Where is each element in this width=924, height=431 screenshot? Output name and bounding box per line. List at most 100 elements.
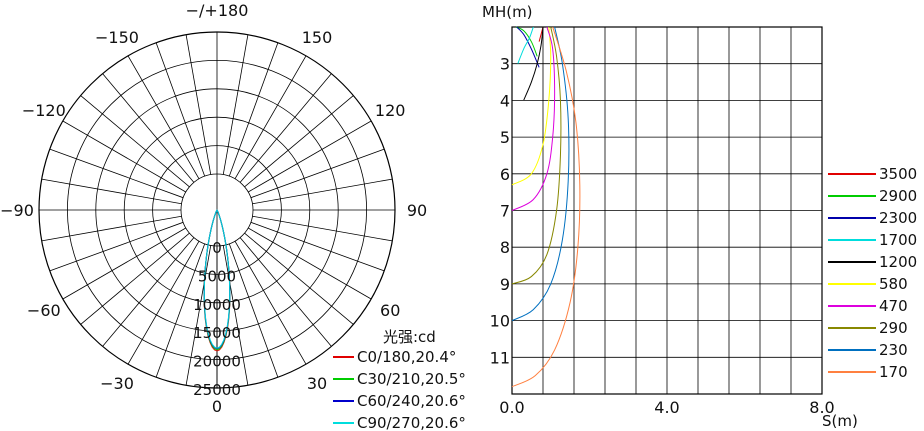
cone-curve-290 [511, 26, 562, 285]
polar-spoke [239, 73, 332, 183]
polar-curves [203, 209, 231, 352]
cone-y-tick-label: 10 [490, 312, 510, 331]
polar-spoke [102, 237, 195, 347]
polar-radial-tick-label: 25000 [193, 381, 241, 399]
cone-curves [511, 26, 581, 388]
cone-legend-label: 580 [879, 275, 908, 293]
polar-spoke [62, 227, 187, 300]
cone-y-tick-label: 3 [500, 55, 510, 74]
polar-legend-title: 光强:cd [383, 328, 436, 346]
polar-spoke [234, 240, 307, 365]
polar-spoke [247, 120, 372, 193]
polar-grid [38, 31, 396, 389]
polar-spoke [185, 245, 212, 386]
cone-grid [511, 26, 823, 395]
cone-plot-frame [511, 26, 823, 395]
cone-curve-580 [511, 26, 552, 186]
polar-radial-tick-label: 10000 [193, 296, 241, 314]
polar-spoke [49, 148, 184, 199]
polar-curve-3 [203, 209, 231, 349]
polar-spoke [234, 55, 307, 180]
cone-curve-1700 [517, 26, 534, 64]
polar-spoke [239, 237, 332, 347]
polar-spoke [250, 221, 385, 272]
cone-y-tick-label: 8 [500, 238, 510, 257]
polar-spoke [228, 243, 279, 378]
polar-spoke [127, 240, 200, 365]
cone-labels: MH(m) S(m) 3 4 5 6 7 8 9 10 11 0.0 4.0 8.0 [482, 3, 858, 430]
polar-angle-label: 90 [407, 201, 427, 220]
polar-legend-label: C30/210,20.5° [357, 370, 466, 388]
cone-curve-2300 [516, 26, 540, 68]
polar-spoke [244, 232, 354, 325]
cone-y-tick-label: 9 [500, 275, 510, 294]
polar-angle-label: 150 [302, 28, 333, 47]
polar-spoke [102, 73, 195, 183]
cone-legend-label: 2900 [879, 187, 917, 205]
polar-labels: −/+180 150 −150 120 −120 90 −90 60 −60 30 −30 0 0 500… [0, 1, 427, 416]
polar-angle-label: −60 [27, 301, 61, 320]
polar-spoke [222, 34, 249, 175]
cone-legend-label: 3500 [879, 165, 917, 183]
polar-spoke [127, 55, 200, 180]
cone-curve-170 [511, 26, 581, 388]
cone-x-tick-label: 0.0 [499, 398, 524, 417]
polar-legend-label: C90/270,20.6° [357, 414, 466, 431]
polar-angle-label: 0 [212, 397, 222, 416]
polar-angle-label: −/+180 [186, 1, 249, 20]
polar-spoke [244, 95, 354, 188]
polar-spoke [247, 227, 372, 300]
cone-legend-label: 290 [879, 319, 908, 337]
cone-y-tick-label: 6 [500, 165, 510, 184]
cone-y-axis-title: MH(m) [482, 3, 533, 21]
cone-curve-470 [511, 26, 556, 211]
polar-spoke [41, 178, 182, 205]
cone-legend-label: 1200 [879, 253, 917, 271]
polar-spoke [62, 120, 187, 193]
polar-angle-label: −150 [95, 28, 139, 47]
polar-spoke [222, 245, 249, 386]
polar-spoke [185, 34, 212, 175]
cone-y-tick-label: 4 [500, 91, 510, 110]
cone-legend-label: 470 [879, 297, 908, 315]
polar-spoke [155, 42, 206, 177]
cone-legend: 3500 2900 2300 1700 1200 580 470 290 230 170 [828, 165, 917, 381]
cone-y-tick-label: 5 [500, 128, 510, 147]
polar-radial-tick-label: 15000 [193, 324, 241, 342]
polar-intensity-chart: −/+180 150 −150 120 −120 90 −90 60 −60 30 −30 0 0 500… [0, 1, 466, 431]
polar-legend-label: C0/180,20.4° [357, 348, 456, 366]
cone-curve-230 [511, 26, 570, 322]
cone-curve-2900 [515, 26, 538, 57]
cone-legend-label: 2300 [879, 209, 917, 227]
cone-legend-label: 1700 [879, 231, 917, 249]
polar-radial-tick-label: 20000 [193, 353, 241, 371]
polar-spoke [155, 243, 206, 378]
polar-spoke [41, 215, 182, 242]
illuminance-cone-chart: MH(m) S(m) 3 4 5 6 7 8 9 10 11 0.0 4.0 8.0 3500 2900… [482, 3, 917, 430]
cone-y-tick-label: 7 [500, 202, 510, 221]
cone-y-tick-label: 11 [490, 348, 510, 367]
polar-spoke [80, 232, 190, 325]
cone-legend-label: 230 [879, 341, 908, 359]
polar-legend: 光强:cd C0/180,20.4° C30/210,20.5° C60/240,2… [333, 328, 466, 431]
polar-angle-label: 30 [307, 374, 327, 393]
polar-angle-label: −120 [22, 101, 66, 120]
cone-x-axis-title: S(m) [822, 412, 858, 430]
polar-spoke [49, 221, 184, 272]
polar-spoke [250, 148, 385, 199]
cone-legend-label: 170 [879, 363, 908, 381]
cone-x-tick-label: 4.0 [654, 398, 679, 417]
polar-radial-tick-label: 5000 [198, 267, 236, 285]
cone-curve-1200 [523, 26, 544, 101]
polar-spoke [252, 178, 393, 205]
polar-angle-label: −90 [0, 201, 34, 220]
polar-spoke [228, 42, 279, 177]
polar-radial-tick-label: 0 [212, 239, 222, 257]
polar-angle-label: −30 [100, 374, 134, 393]
polar-spoke [252, 215, 393, 242]
polar-legend-label: C60/240,20.6° [357, 392, 466, 410]
polar-spoke [80, 95, 190, 188]
polar-angle-label: 60 [380, 301, 400, 320]
cone-x-tick-label: 8.0 [809, 398, 834, 417]
